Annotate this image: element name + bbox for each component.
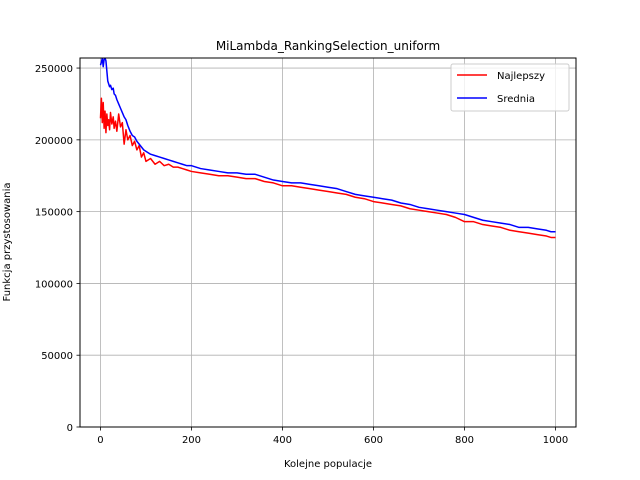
x-axis-ticks: 0 200 400 600 800 1000 bbox=[97, 427, 568, 446]
x-tick-label: 600 bbox=[364, 435, 383, 446]
x-tick-label: 200 bbox=[182, 435, 201, 446]
x-tick-label: 0 bbox=[97, 435, 103, 446]
y-tick-label: 100000 bbox=[35, 279, 73, 290]
x-tick-label: 400 bbox=[273, 435, 292, 446]
series-layer bbox=[99, 58, 556, 239]
plot-frame bbox=[79, 57, 577, 428]
y-tick-label: 250000 bbox=[35, 64, 73, 75]
x-tick-label: 800 bbox=[455, 435, 474, 446]
y-axis-ticks: 0 50000 100000 150000 200000 250000 bbox=[35, 64, 80, 434]
series-line-najlepszy bbox=[99, 97, 556, 239]
y-tick-label: 200000 bbox=[35, 136, 73, 147]
x-axis-label: Kolejne populacje bbox=[284, 459, 372, 470]
x-tick-label: 1000 bbox=[543, 435, 568, 446]
legend: Najlepszy Srednia bbox=[450, 63, 570, 112]
chart-title: MiLambda_RankingSelection_uniform bbox=[216, 39, 440, 53]
series-line-srednia bbox=[99, 58, 556, 233]
y-tick-label: 150000 bbox=[35, 208, 73, 219]
y-tick-label: 0 bbox=[67, 423, 73, 434]
legend-label-najlepszy: Najlepszy bbox=[497, 71, 545, 82]
grid bbox=[80, 58, 576, 428]
legend-label-srednia: Srednia bbox=[497, 94, 535, 105]
y-tick-label: 50000 bbox=[41, 351, 73, 362]
y-axis-label: Funkcja przystosowania bbox=[2, 182, 13, 301]
